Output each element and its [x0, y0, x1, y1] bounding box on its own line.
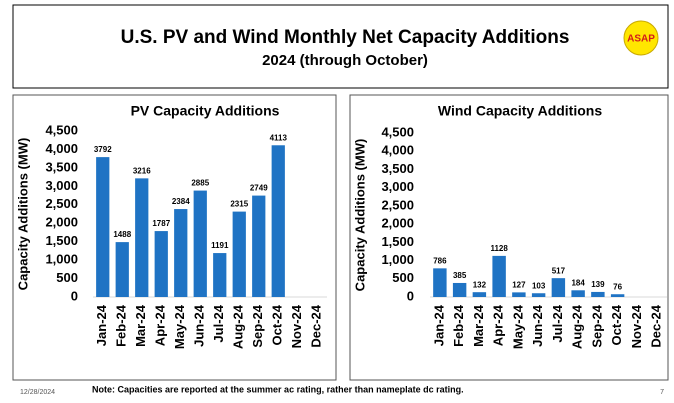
y-tick-label: 0	[71, 288, 78, 303]
y-tick-label: 3,500	[381, 161, 414, 176]
data-label: 76	[613, 282, 622, 291]
data-label: 517	[552, 266, 566, 275]
x-tick-label: Mar-24	[471, 304, 486, 347]
x-tick-label: Nov-24	[629, 304, 644, 348]
y-tick-label: 3,500	[45, 159, 78, 174]
x-tick-label: Apr-24	[153, 304, 168, 346]
x-tick-label: Jan-24	[94, 304, 109, 346]
x-tick-label: Sep-24	[250, 304, 265, 347]
slide-title: U.S. PV and Wind Monthly Net Capacity Ad…	[121, 27, 570, 48]
x-tick-label: Sep-24	[589, 304, 604, 347]
x-tick-label: Jun-24	[530, 304, 545, 347]
y-tick-label: 2,500	[45, 196, 78, 211]
x-tick-label: Aug-24	[570, 304, 585, 349]
data-label: 103	[532, 281, 546, 290]
y-tick-label: 500	[56, 270, 78, 285]
data-label: 184	[571, 278, 585, 287]
chart-title: PV Capacity Additions	[131, 103, 280, 119]
chart-title: Wind Capacity Additions	[438, 103, 602, 119]
bar	[591, 291, 605, 297]
bar	[271, 145, 285, 297]
y-tick-label: 3,000	[45, 178, 78, 193]
data-label: 1787	[152, 219, 170, 228]
x-tick-label: Jul-24	[211, 304, 226, 342]
y-tick-label: 1,500	[381, 234, 414, 249]
bar	[571, 290, 585, 297]
y-tick-label: 4,000	[45, 141, 78, 156]
x-tick-label: Jan-24	[431, 304, 446, 346]
bar	[433, 268, 447, 297]
logo	[623, 20, 659, 56]
y-axis-title: Capacity Additions (MW)	[15, 138, 30, 291]
title-box	[12, 4, 669, 89]
x-tick-label: Jul-24	[550, 304, 565, 342]
data-label: 1191	[211, 241, 229, 250]
x-tick-label: Apr-24	[491, 304, 506, 346]
y-tick-label: 1,000	[381, 252, 414, 267]
data-label: 385	[453, 271, 467, 280]
x-tick-label: Dec-24	[649, 304, 664, 347]
bar	[193, 190, 207, 297]
bar	[492, 255, 506, 297]
x-tick-label: Feb-24	[114, 304, 129, 347]
bar	[232, 211, 246, 297]
bar	[531, 293, 546, 297]
bar	[452, 282, 467, 297]
data-label: 3792	[94, 145, 112, 154]
data-label: 2749	[250, 184, 268, 193]
bar	[512, 292, 526, 297]
x-tick-label: May-24	[510, 304, 525, 349]
x-tick-label: Mar-24	[133, 304, 148, 347]
y-tick-label: 2,000	[45, 215, 78, 230]
data-label: 3216	[133, 166, 151, 175]
bar	[96, 157, 110, 297]
data-label: 2315	[230, 200, 248, 209]
data-label: 132	[473, 280, 487, 289]
data-label: 1128	[490, 244, 508, 253]
y-tick-label: 2,000	[381, 216, 414, 231]
footnote: Note: Capacities are reported at the sum…	[92, 384, 464, 394]
y-tick-label: 3,000	[381, 179, 414, 194]
data-label: 139	[591, 280, 605, 289]
bar	[174, 209, 188, 297]
page-number: 7	[660, 389, 664, 396]
data-label: 2885	[191, 179, 209, 188]
x-tick-label: Oct-24	[270, 304, 285, 345]
data-label: 4113	[270, 133, 288, 142]
slide-subtitle: 2024 (through October)	[262, 52, 428, 69]
bar	[135, 178, 149, 297]
x-tick-label: Aug-24	[231, 304, 246, 349]
data-label: 786	[433, 256, 447, 265]
x-tick-label: May-24	[172, 304, 187, 349]
date: 12/28/2024	[20, 389, 55, 396]
bar	[213, 253, 227, 297]
chart-panel	[349, 94, 669, 381]
y-tick-label: 4,000	[381, 143, 414, 158]
bar	[610, 294, 625, 297]
x-tick-label: Feb-24	[451, 304, 466, 347]
y-tick-label: 4,500	[45, 122, 78, 137]
bar	[154, 231, 168, 297]
x-tick-label: Jun-24	[192, 304, 207, 347]
bar	[115, 242, 129, 297]
bar	[472, 292, 487, 297]
y-axis-title: Capacity Additions (MW)	[352, 139, 367, 292]
y-tick-label: 2,500	[381, 197, 414, 212]
y-tick-label: 500	[392, 270, 414, 285]
bar	[252, 195, 266, 297]
x-tick-label: Nov-24	[289, 304, 304, 348]
y-tick-label: 1,500	[45, 233, 78, 248]
y-tick-label: 0	[407, 288, 414, 303]
x-tick-label: Oct-24	[609, 304, 624, 345]
data-label: 127	[512, 280, 526, 289]
data-label: 2384	[172, 197, 190, 206]
y-tick-label: 1,000	[45, 252, 78, 267]
bar	[551, 278, 566, 297]
x-tick-label: Dec-24	[309, 304, 324, 347]
data-label: 1488	[113, 230, 131, 239]
y-tick-label: 4,500	[381, 124, 414, 139]
logo-text: ASAP	[627, 34, 655, 45]
